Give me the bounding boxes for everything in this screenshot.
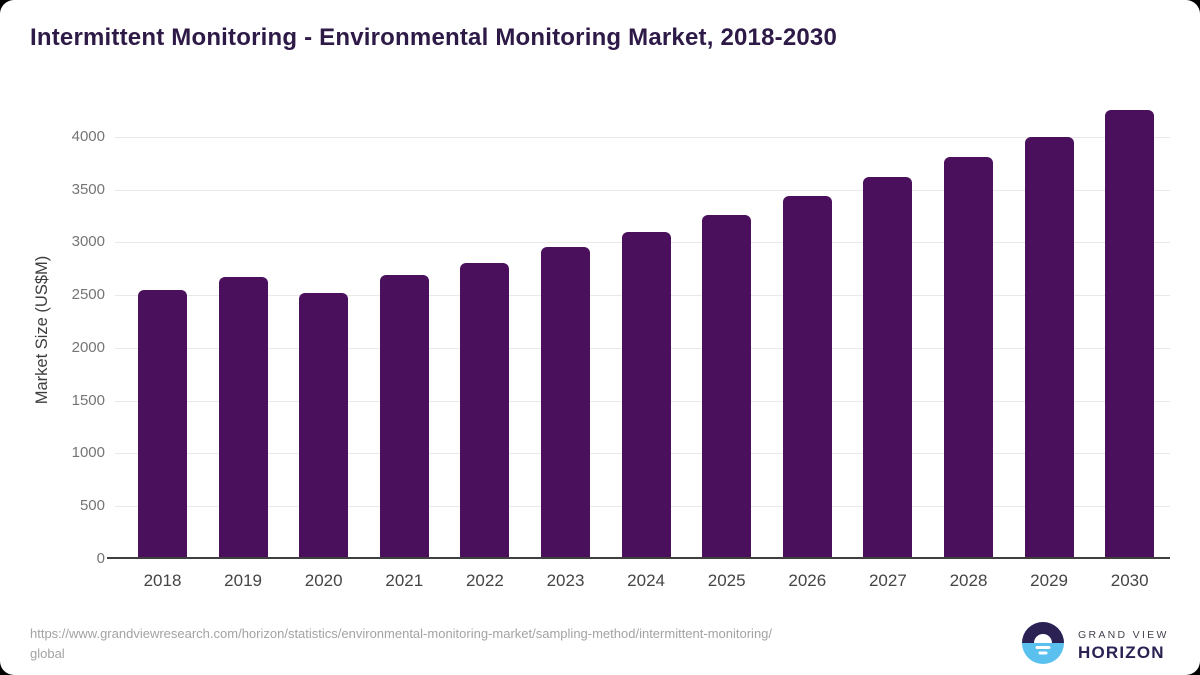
bar-2030 bbox=[1105, 110, 1155, 557]
x-tick-label-2029: 2029 bbox=[1030, 571, 1068, 590]
source-url-line2: global bbox=[30, 646, 65, 661]
x-tick-label-2030: 2030 bbox=[1110, 571, 1149, 590]
x-tick-label-2020: 2020 bbox=[304, 571, 343, 590]
y-tick-label-500: 500 bbox=[79, 497, 105, 515]
bar-2020 bbox=[299, 292, 349, 557]
x-tick-label-2021: 2021 bbox=[385, 571, 424, 590]
bar-2025 bbox=[702, 215, 752, 557]
y-tick-label-4000: 4000 bbox=[71, 127, 105, 145]
x-tick-label-2024: 2024 bbox=[627, 571, 665, 590]
chart-title: Intermittent Monitoring - Environmental … bbox=[30, 24, 838, 51]
bar-2023 bbox=[541, 247, 590, 557]
bar-2018 bbox=[138, 290, 187, 557]
gridline-4000 bbox=[115, 136, 1170, 138]
y-tick-label-0: 0 bbox=[96, 550, 105, 567]
grand-view-horizon-logo: GRAND VIEW HORIZON bbox=[1021, 621, 1169, 670]
bar-2024 bbox=[621, 232, 671, 557]
x-tick-label-2025: 2025 bbox=[707, 571, 746, 590]
x-tick-label-2023: 2023 bbox=[546, 571, 585, 590]
y-tick-label-2500: 2500 bbox=[71, 286, 105, 304]
y-tick-label-1500: 1500 bbox=[71, 391, 105, 409]
x-tick-label-2028: 2028 bbox=[949, 571, 988, 590]
bar-2028 bbox=[944, 157, 993, 557]
y-tick-label-2000: 2000 bbox=[71, 338, 105, 356]
x-tick-label-2019: 2019 bbox=[224, 571, 262, 590]
bar-2027 bbox=[863, 177, 913, 557]
bar-2029 bbox=[1024, 136, 1074, 557]
bar-2021 bbox=[379, 274, 429, 557]
bar-2026 bbox=[782, 195, 832, 557]
x-tick-label-2027: 2027 bbox=[868, 571, 907, 590]
logo-text: GRAND VIEW HORIZON bbox=[1078, 629, 1169, 663]
source-url-line1: https://www.grandviewresearch.com/horizo… bbox=[30, 626, 773, 641]
gridline-3500 bbox=[115, 189, 1170, 191]
source-url: https://www.grandviewresearch.com/horizo… bbox=[30, 624, 772, 664]
y-tick-label-3000: 3000 bbox=[71, 233, 105, 251]
x-tick-label-2026: 2026 bbox=[788, 571, 827, 590]
x-tick-label-2018: 2018 bbox=[143, 571, 182, 590]
y-tick-label-3500: 3500 bbox=[71, 180, 105, 198]
x-tick-label-2022: 2022 bbox=[465, 571, 504, 590]
x-axis-line bbox=[107, 557, 1170, 559]
bar-2019 bbox=[218, 276, 268, 557]
logo-brand-bottom: HORIZON bbox=[1078, 642, 1165, 662]
plot-area bbox=[115, 100, 1170, 559]
bar-2022 bbox=[460, 262, 510, 557]
y-tick-label-1000: 1000 bbox=[71, 444, 105, 462]
horizon-sun-icon bbox=[1021, 621, 1065, 670]
logo-brand-top: GRAND VIEW bbox=[1078, 628, 1169, 641]
